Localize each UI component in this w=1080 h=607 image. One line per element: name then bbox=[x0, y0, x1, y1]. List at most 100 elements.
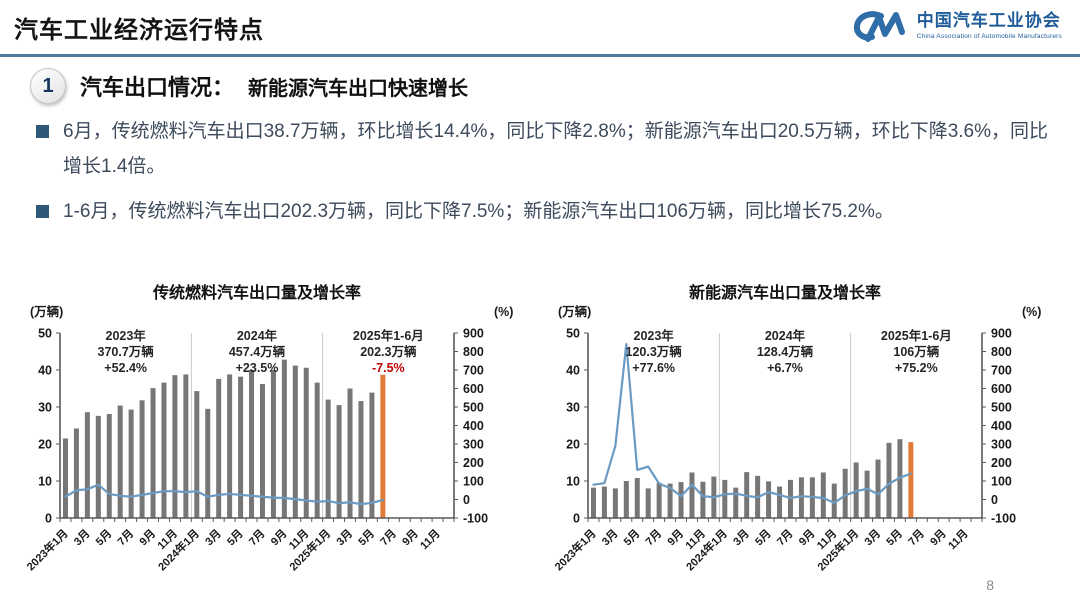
x-axis-label: 9月 bbox=[137, 527, 158, 548]
bullet-list: 6月，传统燃料汽车出口38.7万辆，环比增长14.4%，同比下降2.8%；新能源… bbox=[36, 114, 1056, 239]
growth-rate-line bbox=[64, 483, 384, 506]
annotation-line: 2024年 bbox=[237, 328, 278, 343]
chart-title: 传统燃料汽车出口量及增长率 bbox=[152, 283, 361, 302]
bar bbox=[205, 408, 211, 518]
bar bbox=[270, 370, 276, 518]
bar bbox=[623, 481, 629, 518]
x-axis-label: 9月 bbox=[400, 527, 421, 548]
bar bbox=[864, 470, 870, 518]
chart-title: 新能源汽车出口量及增长率 bbox=[689, 283, 881, 302]
x-axis-label: 3月 bbox=[731, 527, 752, 548]
caam-logo-text: 中国汽车工业协会 China Association of Automobile… bbox=[916, 11, 1062, 40]
caam-name-en: China Association of Automobile Manufact… bbox=[916, 32, 1062, 40]
bullet-square-icon bbox=[36, 125, 49, 138]
header-divider bbox=[0, 54, 1080, 57]
bar bbox=[128, 409, 134, 518]
bar bbox=[292, 365, 298, 518]
x-axis-label: 5月 bbox=[752, 527, 773, 548]
bar bbox=[667, 483, 673, 518]
header: 汽车工业经济运行特点 中国汽车工业协会 China Association of… bbox=[0, 0, 1080, 57]
bar bbox=[886, 442, 892, 518]
annotation-line: 128.4万辆 bbox=[757, 344, 814, 359]
x-axis-label: 5月 bbox=[621, 527, 642, 548]
bar bbox=[183, 374, 189, 518]
bar bbox=[678, 482, 684, 518]
bar bbox=[227, 374, 233, 518]
bar bbox=[194, 391, 200, 518]
bar bbox=[842, 468, 848, 518]
right-tick-label: 800 bbox=[991, 345, 1012, 359]
annotation-line: 106万辆 bbox=[893, 344, 939, 359]
x-axis-label: 5月 bbox=[356, 527, 377, 548]
bar bbox=[95, 415, 101, 518]
left-tick-label: 0 bbox=[45, 512, 52, 526]
right-tick-label: 200 bbox=[991, 456, 1012, 470]
annotation-line: 2024年 bbox=[765, 328, 806, 343]
nev-export-chart-svg: 新能源汽车出口量及增长率 (万辆) (%) 0 10 20 30 40 50 -100 0 100 20… bbox=[552, 283, 1042, 573]
bar bbox=[590, 487, 596, 518]
x-axis-label: 3月 bbox=[599, 527, 620, 548]
right-tick-label: 400 bbox=[991, 419, 1012, 433]
section-number-badge: 1 bbox=[30, 68, 66, 104]
left-axis-tick-labels: 0 10 20 30 40 50 bbox=[566, 327, 588, 526]
caam-logo-mark-icon bbox=[853, 11, 905, 42]
section-heading-row: 1 汽车出口情况： 新能源汽车出口快速增长 bbox=[30, 68, 468, 104]
bar bbox=[700, 481, 706, 518]
right-tick-label: -100 bbox=[991, 512, 1016, 526]
x-axis-label: 5月 bbox=[884, 527, 905, 548]
left-tick-label: 10 bbox=[566, 475, 580, 489]
bar bbox=[612, 488, 618, 518]
annotation-line: 457.4万辆 bbox=[229, 344, 286, 359]
bar bbox=[798, 477, 804, 518]
bullet-text: 6月，传统燃料汽车出口38.7万辆，环比增长14.4%，同比下降2.8%；新能源… bbox=[63, 121, 1049, 178]
bar bbox=[380, 374, 386, 518]
right-tick-label: 0 bbox=[991, 493, 998, 507]
right-tick-label: 500 bbox=[463, 401, 484, 415]
annotation-line: +23.5% bbox=[236, 361, 279, 375]
bullet-item: 1-6月，传统燃料汽车出口202.3万辆，同比下降7.5%；新能源汽车出口106… bbox=[36, 194, 1056, 229]
right-axis-unit-label: (%) bbox=[494, 305, 513, 319]
bar bbox=[766, 481, 772, 518]
bullet-text: 1-6月，传统燃料汽车出口202.3万辆，同比下降7.5%；新能源汽车出口106… bbox=[63, 201, 894, 223]
year-dividers bbox=[718, 333, 852, 518]
x-axis-label: 3月 bbox=[203, 527, 224, 548]
bar bbox=[62, 438, 68, 518]
x-axis-label: 9月 bbox=[268, 527, 289, 548]
bullet-item: 6月，传统燃料汽车出口38.7万辆，环比增长14.4%，同比下降2.8%；新能源… bbox=[36, 114, 1056, 184]
right-axis-tick-labels: -100 0 100 200 300 400 500 600 700 800 900 bbox=[982, 327, 1016, 526]
x-axis-label: 7月 bbox=[774, 527, 795, 548]
section-subheading: 新能源汽车出口快速增长 bbox=[248, 77, 469, 100]
right-tick-label: 600 bbox=[463, 382, 484, 396]
right-tick-label: 900 bbox=[991, 327, 1012, 341]
right-tick-label: 400 bbox=[463, 419, 484, 433]
left-tick-label: 40 bbox=[38, 364, 52, 378]
bar bbox=[161, 382, 167, 518]
x-axis-label: 3月 bbox=[334, 527, 355, 548]
annotation-line: +75.2% bbox=[895, 361, 938, 375]
traditional-fuel-export-chart-svg: 传统燃料汽车出口量及增长率 (万辆) (%) 0 10 20 30 40 50 -100 0 100 2… bbox=[24, 283, 514, 573]
x-axis-label: 9月 bbox=[928, 527, 949, 548]
x-axis-label: 2023年1月 bbox=[24, 526, 71, 573]
x-axis-label: 7月 bbox=[906, 527, 927, 548]
annotation-line: -7.5% bbox=[372, 361, 405, 375]
bar bbox=[216, 378, 222, 518]
left-tick-label: 20 bbox=[566, 438, 580, 452]
right-tick-label: 900 bbox=[463, 327, 484, 341]
bullet-square-icon bbox=[36, 205, 49, 219]
bar bbox=[238, 376, 244, 518]
annotation-line: +77.6% bbox=[632, 361, 675, 375]
annotation-line: 120.3万辆 bbox=[626, 344, 683, 359]
bar bbox=[908, 442, 914, 518]
bar bbox=[689, 472, 695, 518]
left-tick-label: 50 bbox=[38, 327, 52, 341]
growth-rate-line bbox=[592, 342, 912, 504]
left-axis-unit-label: (万辆) bbox=[30, 304, 63, 319]
bar bbox=[347, 388, 353, 518]
x-axis-label: 3月 bbox=[71, 527, 92, 548]
